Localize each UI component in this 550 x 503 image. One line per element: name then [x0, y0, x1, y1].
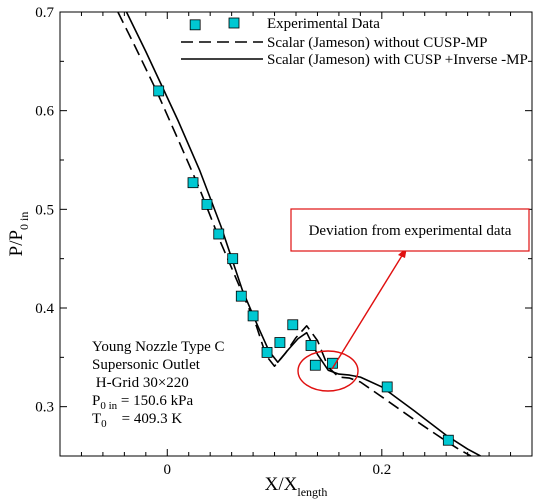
axis-ticks [59, 11, 533, 457]
x-axis-title: X/Xlength [265, 474, 328, 499]
experimental-data-point [305, 340, 317, 351]
callout-box [290, 208, 530, 252]
info-line-4-main: P [92, 393, 100, 409]
experimental-data-point [309, 359, 321, 371]
deviation-callout: Deviation from experimental data [290, 208, 530, 392]
experimental-data-point [213, 228, 225, 240]
y-tick-label: 0.4 [35, 301, 54, 317]
experimental-data-point [287, 319, 299, 331]
legend: Experimental Data Scalar (Jameson) witho… [181, 16, 528, 68]
x-tick-label: 0 [164, 462, 172, 478]
info-line-2: Supersonic Outlet [92, 357, 201, 373]
y-tick-label: 0.7 [35, 5, 54, 21]
y-axis-title: P/P0 in [6, 212, 31, 257]
highlight-ellipse [297, 350, 359, 392]
info-line-4: P0 in = 150.6 kPa [92, 393, 193, 412]
y-axis-title-main: P/P [6, 230, 27, 256]
y-tick-label: 0.3 [35, 400, 54, 416]
callout-arrow-line [331, 253, 404, 370]
legend-label-dashed: Scalar (Jameson) without CUSP-MP [267, 35, 487, 51]
info-line-5-rest: = 409.3 K [107, 411, 183, 427]
info-line-5: T0 = 409.3 K [92, 411, 182, 430]
info-annotation: Young Nozzle Type C Supersonic Outlet H-… [92, 339, 225, 430]
experimental-data-point [153, 85, 165, 97]
experimental-data-point [235, 290, 247, 302]
experimental-data-point [201, 198, 213, 210]
experimental-data-point [189, 19, 201, 31]
series-markers [153, 19, 454, 446]
legend-label-solid: Scalar (Jameson) with CUSP +Inverse -MP [267, 52, 528, 68]
info-line-4-sub: 0 in [100, 400, 117, 412]
experimental-data-point [187, 177, 199, 189]
callout-text: Deviation from experimental data [309, 223, 512, 239]
experimental-data-point [381, 381, 393, 393]
info-line-1: Young Nozzle Type C [92, 339, 225, 355]
legend-marker-experimental [228, 17, 240, 29]
legend-label-experimental: Experimental Data [267, 16, 380, 32]
info-line-4-rest: = 150.6 kPa [117, 393, 193, 409]
info-line-5-main: T [92, 411, 101, 427]
x-axis-title-sub: length [297, 485, 327, 499]
y-tick-label: 0.6 [35, 104, 54, 120]
axis-tick-labels: 0.3 0.4 0.5 0.6 0.7 0 0.2 [35, 5, 391, 478]
y-axis-title-sub: 0 in [17, 212, 31, 230]
series-line-without-cusp [117, 12, 472, 456]
y-tick-label: 0.5 [35, 202, 54, 218]
experimental-data-point [227, 253, 239, 265]
experimental-data-point [274, 337, 286, 348]
series-lines [117, 12, 481, 456]
info-line-5-sub: 0 [101, 418, 107, 430]
x-tick-label: 0.2 [372, 462, 391, 478]
info-line-3: H-Grid 30×220 [92, 375, 189, 391]
x-axis-title-main: X/X [265, 474, 298, 495]
experimental-data-point [247, 310, 259, 322]
series-line-with-cusp [125, 12, 481, 456]
experimental-data-point [442, 434, 454, 446]
experimental-data-point [261, 346, 273, 358]
